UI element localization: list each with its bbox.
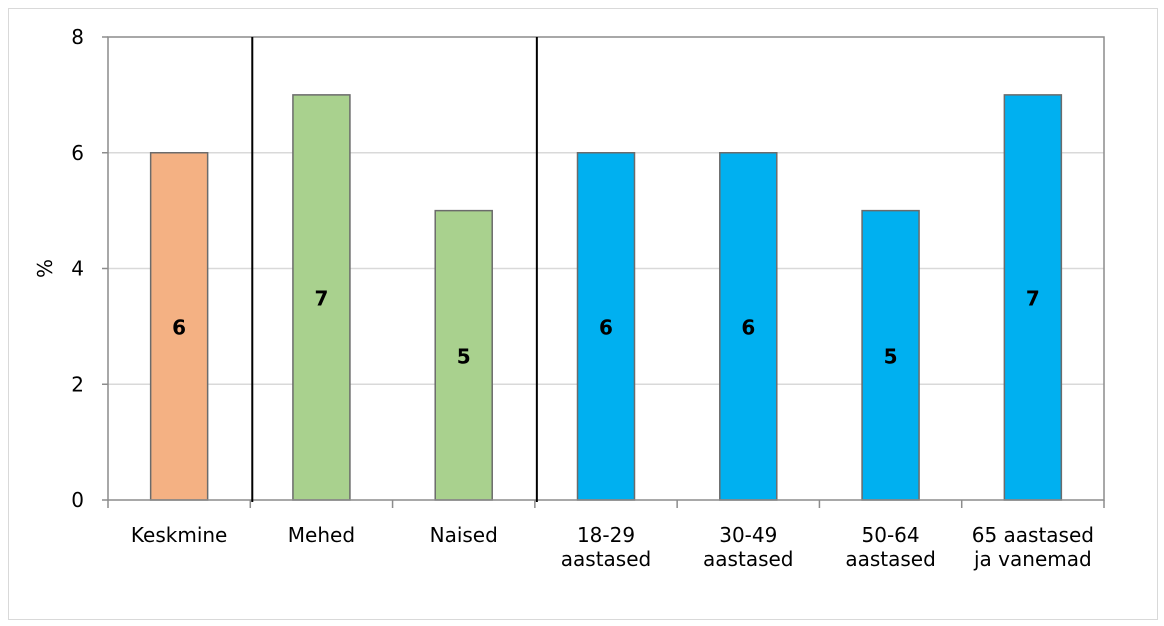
- y-tick-labels: 0 2 4 6 8: [71, 25, 84, 512]
- y-axis-label: %: [33, 259, 57, 278]
- bar: [1003, 94, 1063, 501]
- x-category-label: Keskmine: [131, 523, 227, 547]
- y-tick-label: 6: [71, 141, 84, 165]
- data-labels: 6 7 5 6 6 5 7: [172, 286, 1040, 368]
- x-category-label: Mehed: [288, 523, 355, 547]
- axes: [102, 36, 1105, 508]
- bars: [149, 94, 1063, 501]
- x-category-label: 65 aastased ja vanemad: [972, 523, 1094, 571]
- data-label: 6: [599, 315, 613, 339]
- data-label: 6: [741, 315, 755, 339]
- data-label: 5: [884, 344, 898, 368]
- data-label: 7: [1026, 286, 1040, 310]
- bar: [292, 94, 351, 501]
- bar: [149, 152, 209, 501]
- category-labels: Keskmine Mehed Naised 18-29 aastased 30-49 aas…: [131, 523, 1094, 571]
- y-tick-label: 2: [71, 372, 84, 396]
- y-tick-label: 4: [71, 257, 84, 281]
- data-label: 5: [457, 344, 471, 368]
- x-category-label: 30-49 aastased: [703, 523, 793, 571]
- x-category-label: 18-29 aastased: [561, 523, 651, 571]
- data-label: 6: [172, 315, 186, 339]
- y-tick-label: 8: [71, 25, 84, 49]
- x-category-label: Naised: [430, 523, 498, 547]
- x-category-label: 50-64 aastased: [845, 523, 935, 571]
- y-tick-label: 0: [71, 488, 84, 512]
- data-label: 7: [314, 286, 328, 310]
- bar: [861, 209, 920, 501]
